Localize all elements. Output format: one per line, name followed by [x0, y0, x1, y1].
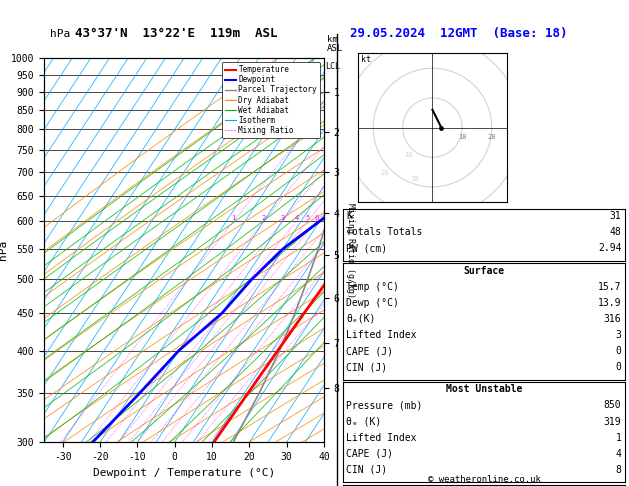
Text: 13.9: 13.9 — [598, 298, 621, 308]
Text: 31: 31 — [610, 211, 621, 222]
Text: Temp (°C): Temp (°C) — [346, 282, 399, 292]
Text: Totals Totals: Totals Totals — [346, 227, 422, 238]
Text: 29.05.2024  12GMT  (Base: 18): 29.05.2024 12GMT (Base: 18) — [350, 27, 568, 40]
Text: 2.94: 2.94 — [598, 243, 621, 254]
Text: 48: 48 — [610, 227, 621, 238]
Text: 15.7: 15.7 — [598, 282, 621, 292]
Text: © weatheronline.co.uk: © weatheronline.co.uk — [428, 474, 541, 484]
Y-axis label: hPa: hPa — [0, 240, 8, 260]
Text: 2: 2 — [262, 215, 266, 221]
Text: Surface: Surface — [463, 266, 504, 276]
Text: 1: 1 — [231, 215, 236, 221]
Text: Pressure (mb): Pressure (mb) — [346, 400, 422, 411]
Text: 10: 10 — [404, 152, 413, 158]
Text: 3: 3 — [281, 215, 285, 221]
Text: km
ASL: km ASL — [327, 35, 343, 53]
Text: 4: 4 — [616, 449, 621, 459]
Legend: Temperature, Dewpoint, Parcel Trajectory, Dry Adiabat, Wet Adiabat, Isotherm, Mi: Temperature, Dewpoint, Parcel Trajectory… — [221, 62, 320, 138]
Text: CIN (J): CIN (J) — [346, 465, 387, 475]
Text: Mixing Ratio (g/kg): Mixing Ratio (g/kg) — [346, 203, 355, 298]
Text: Lifted Index: Lifted Index — [346, 330, 416, 340]
Text: 20: 20 — [381, 170, 389, 176]
Text: 5: 5 — [305, 215, 309, 221]
Text: CIN (J): CIN (J) — [346, 362, 387, 372]
Text: CAPE (J): CAPE (J) — [346, 449, 393, 459]
Text: 6: 6 — [314, 215, 318, 221]
Text: 0: 0 — [616, 362, 621, 372]
Text: Lifted Index: Lifted Index — [346, 433, 416, 443]
Text: 0: 0 — [616, 346, 621, 356]
Text: hPa: hPa — [50, 29, 70, 39]
Text: 3: 3 — [616, 330, 621, 340]
Text: 20: 20 — [487, 134, 496, 139]
Text: 319: 319 — [604, 417, 621, 427]
Text: θₑ (K): θₑ (K) — [346, 417, 381, 427]
Text: 8: 8 — [616, 465, 621, 475]
Text: LCL: LCL — [325, 62, 340, 71]
Text: Dewp (°C): Dewp (°C) — [346, 298, 399, 308]
Text: Most Unstable: Most Unstable — [445, 384, 522, 395]
Text: 30: 30 — [410, 176, 419, 182]
Text: 10: 10 — [458, 134, 466, 139]
X-axis label: Dewpoint / Temperature (°C): Dewpoint / Temperature (°C) — [93, 468, 275, 478]
Text: CAPE (J): CAPE (J) — [346, 346, 393, 356]
Text: 850: 850 — [604, 400, 621, 411]
Text: θₑ(K): θₑ(K) — [346, 314, 376, 324]
Text: 4: 4 — [294, 215, 298, 221]
Text: 1: 1 — [616, 433, 621, 443]
Text: 316: 316 — [604, 314, 621, 324]
Text: kt: kt — [361, 55, 371, 64]
Text: PW (cm): PW (cm) — [346, 243, 387, 254]
Text: K: K — [346, 211, 352, 222]
Text: 43°37'N  13°22'E  119m  ASL: 43°37'N 13°22'E 119m ASL — [75, 27, 277, 40]
